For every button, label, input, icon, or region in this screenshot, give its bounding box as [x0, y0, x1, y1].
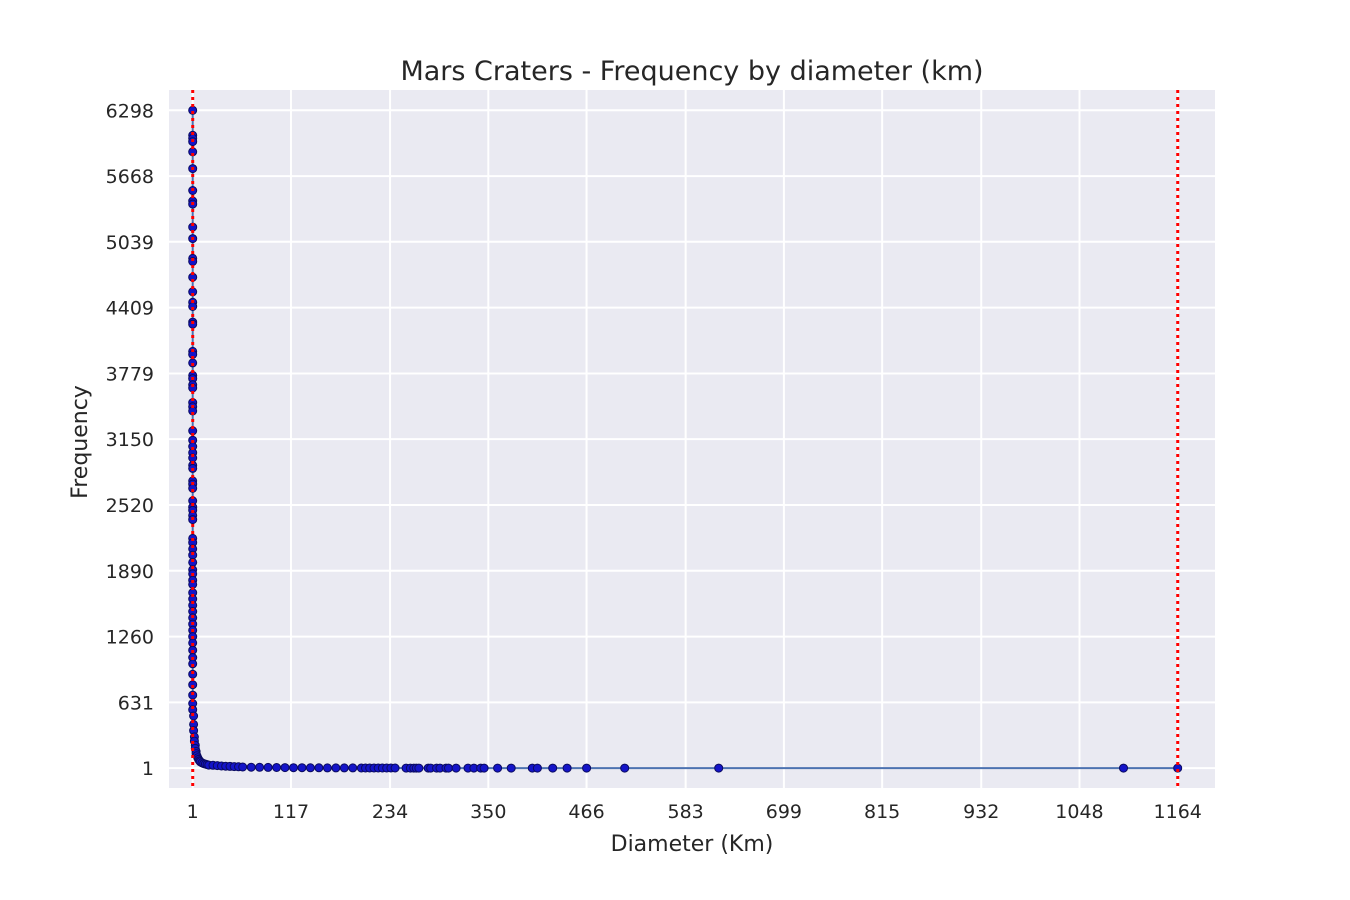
x-tick-label: 1 — [187, 801, 199, 823]
data-point — [263, 762, 273, 772]
data-point — [532, 763, 542, 773]
data-point — [451, 763, 461, 773]
y-tick-label: 6298 — [106, 100, 154, 122]
data-point — [479, 763, 489, 773]
data-point — [280, 763, 290, 773]
y-tick-label: 4409 — [106, 298, 154, 320]
x-axis-label: Diameter (Km) — [611, 832, 774, 857]
y-tick-label: 1890 — [106, 561, 154, 583]
y-tick-label: 5668 — [106, 166, 154, 188]
y-tick-label: 2520 — [106, 495, 154, 517]
x-tick-label: 466 — [568, 801, 604, 823]
x-tick-label: 1164 — [1154, 801, 1202, 823]
data-point — [493, 763, 503, 773]
y-ticks: 1 631 1260 1890 2520 3150 3779 4409 5039 5668 6298 — [106, 100, 154, 780]
data-point — [238, 762, 248, 772]
data-point — [348, 763, 358, 773]
data-point — [297, 763, 307, 773]
data-point — [548, 763, 558, 773]
chart-title: Mars Craters - Frequency by diameter (km… — [400, 56, 983, 87]
x-tick-label: 932 — [963, 801, 999, 823]
x-tick-label: 234 — [372, 801, 408, 823]
y-tick-label: 3150 — [106, 429, 154, 451]
x-tick-label: 815 — [864, 801, 900, 823]
data-point — [322, 763, 332, 773]
x-tick-label: 583 — [668, 801, 704, 823]
y-tick-label: 3779 — [106, 363, 154, 385]
data-point — [246, 762, 256, 772]
data-point — [339, 763, 349, 773]
data-point — [444, 763, 453, 773]
data-point — [714, 763, 724, 773]
data-point — [562, 763, 572, 773]
data-point — [305, 763, 315, 773]
x-ticks: 1 117 234 350 466 583 699 815 932 1048 1164 — [187, 801, 1202, 823]
series — [188, 105, 1183, 773]
data-point — [582, 763, 592, 773]
data-point — [390, 763, 400, 773]
y-tick-label: 5039 — [106, 232, 154, 254]
y-tick-label: 1 — [142, 758, 154, 780]
data-point — [1119, 763, 1128, 773]
y-tick-label: 631 — [118, 692, 154, 714]
x-tick-label: 1048 — [1055, 801, 1103, 823]
data-point — [272, 763, 282, 772]
data-point — [620, 763, 630, 773]
data-point — [414, 763, 424, 773]
data-point — [289, 763, 298, 773]
data-point — [331, 763, 341, 773]
reference-lines — [191, 90, 1180, 788]
data-point — [314, 763, 324, 773]
x-tick-label: 350 — [470, 801, 506, 823]
x-tick-label: 117 — [273, 801, 309, 823]
y-tick-label: 1260 — [106, 627, 154, 649]
x-tick-label: 699 — [766, 801, 802, 823]
data-point — [255, 762, 265, 772]
y-axis-label: Frequency — [68, 385, 93, 499]
data-point — [506, 763, 516, 773]
